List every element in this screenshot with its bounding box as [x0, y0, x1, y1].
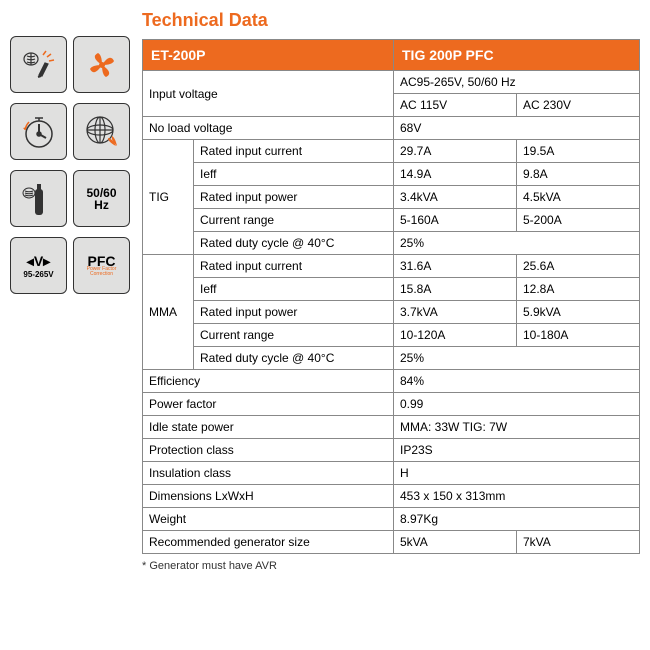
tig-ieff-label: Ieff	[194, 163, 394, 186]
mma-ieff-230: 12.8A	[517, 278, 640, 301]
mma-cr-230: 10-180A	[517, 324, 640, 347]
hz-line2: Hz	[94, 199, 109, 211]
gen-230: 7kVA	[517, 531, 640, 554]
tig-ric-230: 19.5A	[517, 140, 640, 163]
weight-val: 8.97Kg	[394, 508, 640, 531]
pfc-sub2: Correction	[90, 272, 113, 277]
mma-ieff-label: Ieff	[194, 278, 394, 301]
tig-ieff-115: 14.9A	[394, 163, 517, 186]
idle-label: Idle state power	[143, 416, 394, 439]
dimensions-label: Dimensions LxWxH	[143, 485, 394, 508]
tig-ric-label: Rated input current	[194, 140, 394, 163]
tig-rip-230: 4.5kVA	[517, 186, 640, 209]
pf-val: 0.99	[394, 393, 640, 416]
tig-cr-115: 5-160A	[394, 209, 517, 232]
no-load-val: 68V	[394, 117, 640, 140]
dimensions-val: 453 x 150 x 313mm	[394, 485, 640, 508]
frequency-icon: 50/60 Hz	[73, 170, 130, 227]
section-title: Technical Data	[142, 10, 640, 31]
gen-label: Recommended generator size	[143, 531, 394, 554]
mma-rip-label: Rated input power	[194, 301, 394, 324]
efficiency-val: 84%	[394, 370, 640, 393]
idle-val: MMA: 33W TIG: 7W	[394, 416, 640, 439]
gas-cylinder-icon	[10, 170, 67, 227]
protection-label: Protection class	[143, 439, 394, 462]
tig-cr-230: 5-200A	[517, 209, 640, 232]
tig-ric-115: 29.7A	[394, 140, 517, 163]
tig-cr-label: Current range	[194, 209, 394, 232]
tig-rip-label: Rated input power	[194, 186, 394, 209]
efficiency-label: Efficiency	[143, 370, 394, 393]
mma-cr-115: 10-120A	[394, 324, 517, 347]
mma-ieff-115: 15.8A	[394, 278, 517, 301]
insulation-val: H	[394, 462, 640, 485]
mma-rip-230: 5.9kVA	[517, 301, 640, 324]
pfc-icon: PFC Power Factor Correction	[73, 237, 130, 294]
mma-cr-label: Current range	[194, 324, 394, 347]
hz-line1: 50/60	[86, 187, 116, 199]
input-voltage-range: AC95-265V, 50/60 Hz	[394, 71, 640, 94]
ac230-label: AC 230V	[517, 94, 640, 117]
gen-115: 5kVA	[394, 531, 517, 554]
tig-ieff-230: 9.8A	[517, 163, 640, 186]
mma-duty-label: Rated duty cycle @ 40°C	[194, 347, 394, 370]
hf-lift-icon	[10, 36, 67, 93]
mma-duty-val: 25%	[394, 347, 640, 370]
volt-range: 95-265V	[23, 270, 53, 279]
mma-rip-115: 3.7kVA	[394, 301, 517, 324]
footnote: * Generator must have AVR	[142, 560, 640, 572]
feature-icons-column: 50/60 Hz ◂V▸ 95-265V PFC Power Factor Co…	[10, 10, 130, 572]
insulation-label: Insulation class	[143, 462, 394, 485]
timer-icon	[10, 103, 67, 160]
weight-label: Weight	[143, 508, 394, 531]
globe-icon	[73, 103, 130, 160]
mma-ric-label: Rated input current	[194, 255, 394, 278]
protection-val: IP23S	[394, 439, 640, 462]
mma-ric-115: 31.6A	[394, 255, 517, 278]
input-voltage-label: Input voltage	[143, 71, 394, 117]
pf-label: Power factor	[143, 393, 394, 416]
tig-mode: TIG	[143, 140, 194, 255]
fan-icon	[73, 36, 130, 93]
spec-table: ET-200P TIG 200P PFC Input voltage AC95-…	[142, 39, 640, 554]
wide-voltage-icon: ◂V▸ 95-265V	[10, 237, 67, 294]
tig-duty-val: 25%	[394, 232, 640, 255]
header-model: ET-200P	[143, 40, 394, 71]
tig-rip-115: 3.4kVA	[394, 186, 517, 209]
mma-mode: MMA	[143, 255, 194, 370]
mma-ric-230: 25.6A	[517, 255, 640, 278]
no-load-label: No load voltage	[143, 117, 394, 140]
header-product: TIG 200P PFC	[394, 40, 640, 71]
tig-duty-label: Rated duty cycle @ 40°C	[194, 232, 394, 255]
ac115-label: AC 115V	[394, 94, 517, 117]
